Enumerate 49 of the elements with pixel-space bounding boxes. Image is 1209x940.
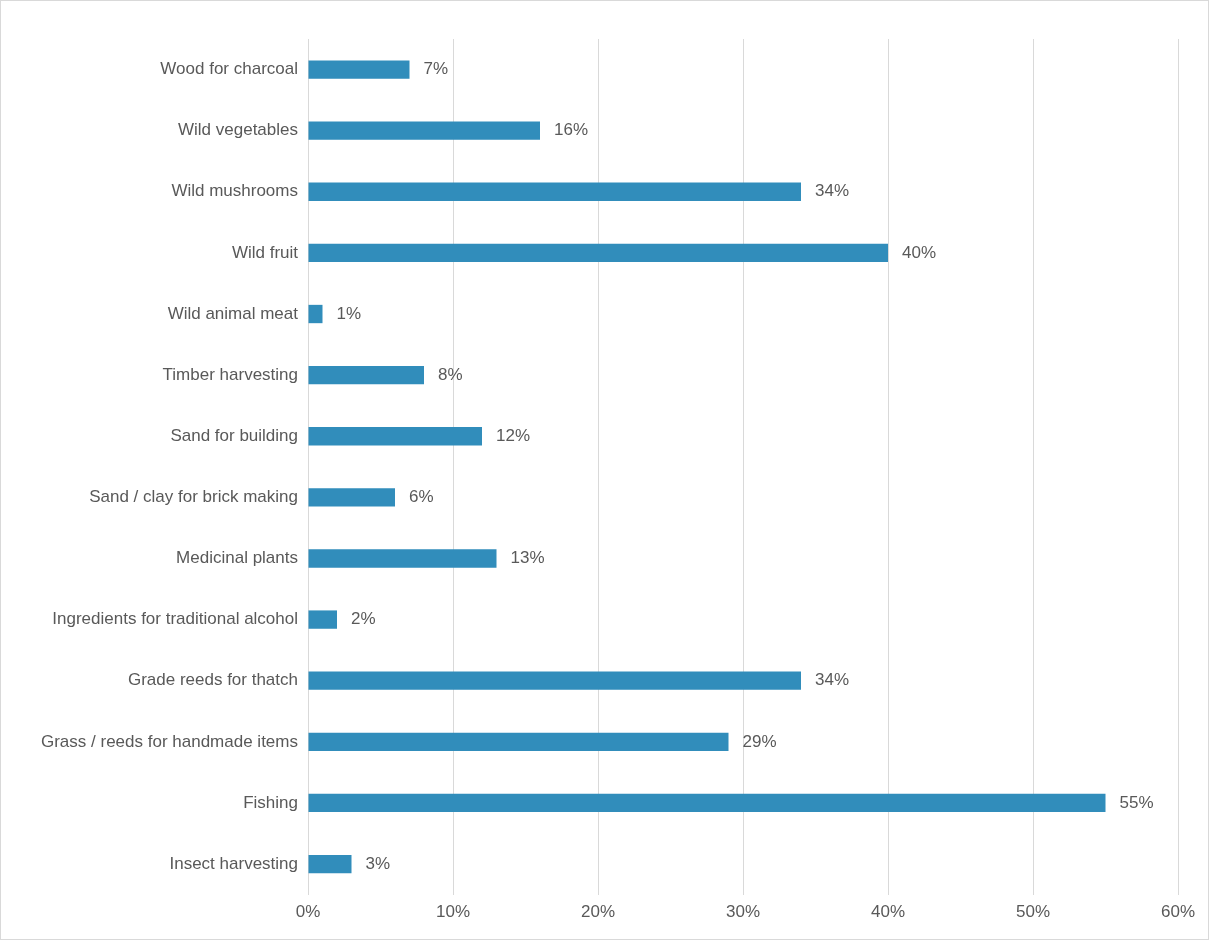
data-label: 6% [409,487,434,507]
y-tick-label: Fishing [243,792,298,812]
y-tick-label: Grade reeds for thatch [127,670,298,690]
x-tick-label: 30% [725,902,761,922]
data-label: 3% [365,853,391,873]
bar [308,304,323,324]
x-tick-label: 60% [1160,902,1196,922]
x-tick-label: 50% [1015,902,1051,922]
y-tick-label: Wild fruit [231,242,299,262]
bar [308,488,395,507]
x-tick-label: 20% [580,902,616,922]
y-tick-label: Wood for charcoal [160,59,298,79]
y-tick-label: Timber harvesting [162,364,298,384]
bar [308,365,424,385]
y-tick-label: Medicinal plants [176,548,298,568]
bar [308,121,540,140]
data-label: 34% [815,670,850,690]
data-label: 8% [438,364,463,384]
data-label: 55% [1119,792,1154,812]
data-label: 13% [510,548,545,568]
bar [308,610,337,629]
y-tick-label: Sand for building [170,425,298,445]
data-label: 34% [815,181,850,201]
bar [308,182,801,201]
data-label: 29% [742,731,777,751]
data-label: 7% [423,59,449,79]
bar [308,793,1106,813]
bar [308,60,410,79]
data-label: 1% [336,303,362,323]
y-tick-label: Sand / clay for brick making [89,487,298,507]
y-tick-label: Ingredients for traditional alcohol [52,609,298,629]
x-tick-label: 0% [295,902,321,922]
y-tick-label: Wild vegetables [177,120,298,140]
bar [308,854,352,874]
y-tick-label: Grass / reeds for handmade items [40,731,298,751]
x-tick-label: 10% [435,902,471,922]
bar [308,549,497,568]
data-label: 16% [554,120,589,140]
bar [308,732,729,751]
data-label: 40% [902,242,937,262]
bar [308,427,482,446]
y-tick-label: Insect harvesting [169,853,298,873]
y-tick-label: Wild animal meat [167,303,299,323]
y-tick-label: Wild mushrooms [171,181,298,201]
bar [308,671,801,690]
bar [308,243,888,263]
data-label: 12% [496,425,531,445]
data-label: 2% [351,609,376,629]
x-tick-label: 40% [870,902,906,922]
